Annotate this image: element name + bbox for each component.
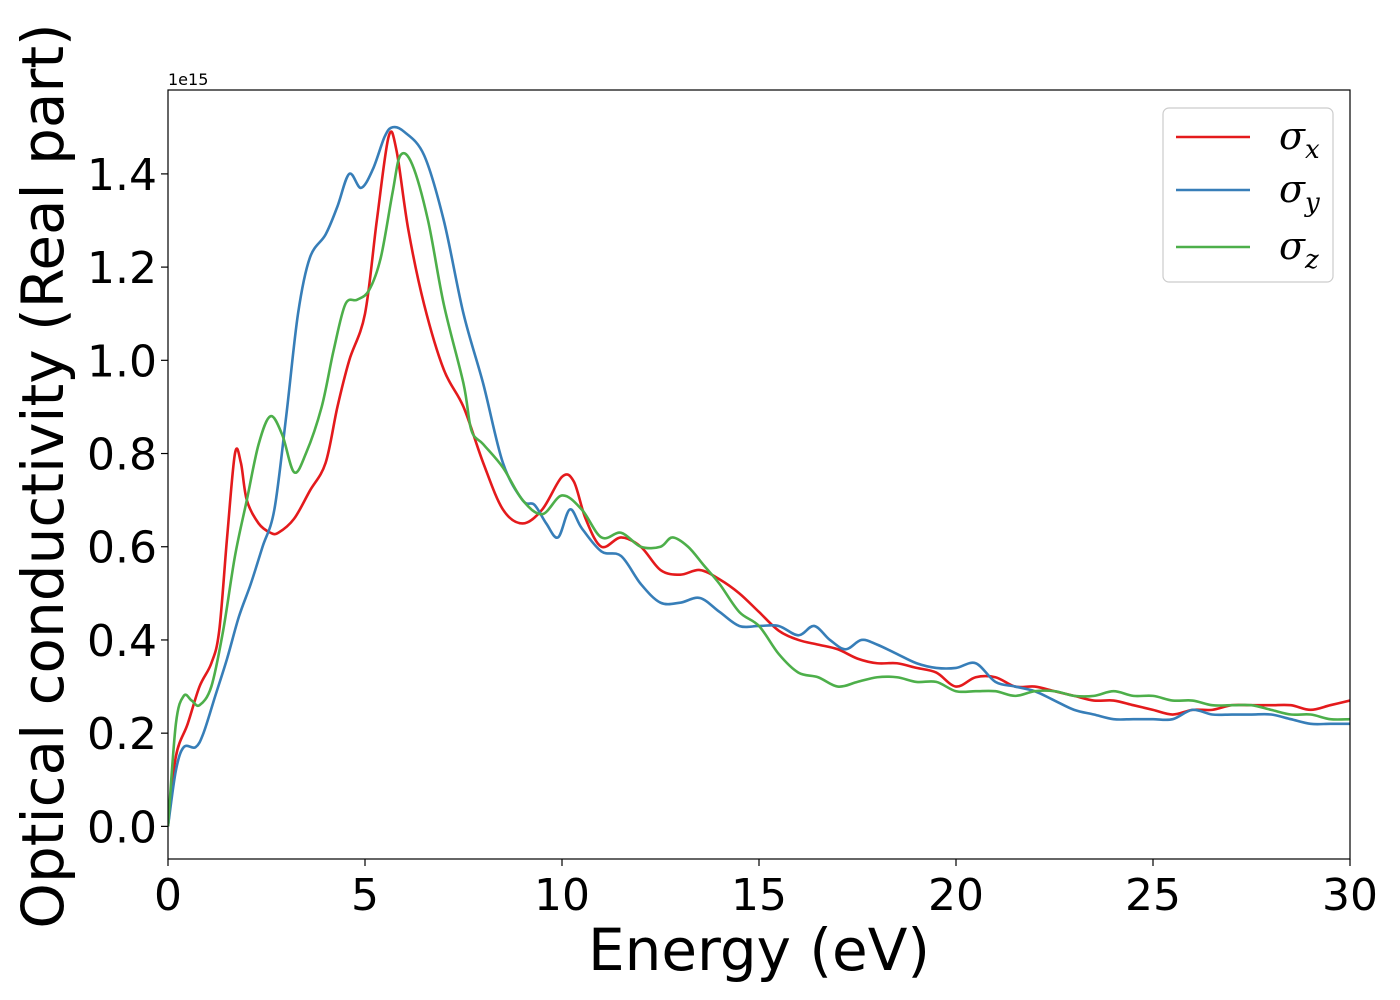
- y-axis-label: Optical conductivity (Real part): [9, 23, 77, 928]
- legend-label-y: σy: [1279, 167, 1320, 218]
- x-tick-label: 5: [351, 870, 379, 921]
- legend-box: [1162, 107, 1334, 283]
- y-tick-label: 1.0: [87, 336, 157, 387]
- legend-label-base: σ: [1279, 224, 1306, 268]
- series-line-y: [168, 125, 1350, 827]
- legend-label-subscript: z: [1304, 245, 1319, 275]
- legend-label-base: σ: [1279, 114, 1306, 158]
- series-line-z: [168, 151, 1350, 827]
- legend-label-base: σ: [1279, 167, 1306, 211]
- x-tick-label: 20: [928, 870, 984, 921]
- legend-label-x: σx: [1279, 114, 1320, 165]
- x-tick-label: 30: [1322, 870, 1378, 921]
- y-tick-label: 0.0: [87, 802, 157, 853]
- y-tick-label: 0.8: [87, 430, 157, 481]
- y-tick-label: 0.4: [87, 616, 157, 667]
- y-tick-label: 1.2: [87, 243, 157, 294]
- y-tick-label: 0.2: [87, 709, 157, 760]
- y-offset-label: 1e15: [168, 70, 208, 89]
- series-lines: [168, 125, 1350, 827]
- y-tick-label: 0.6: [87, 523, 157, 574]
- legend-label-subscript: y: [1304, 188, 1320, 218]
- legend-label-z: σz: [1279, 224, 1319, 275]
- legend-label-subscript: x: [1305, 135, 1320, 165]
- x-tick-label: 25: [1125, 870, 1181, 921]
- x-axis-ticks: 0 5 10 15 20 25 30: [154, 859, 1378, 921]
- y-axis-ticks: 0.0 0.2 0.4 0.6 0.8 1.0 1.2 1.4: [87, 150, 168, 853]
- y-tick-label: 1.4: [87, 150, 157, 201]
- x-tick-label: 0: [154, 870, 182, 921]
- x-tick-label: 15: [731, 870, 787, 921]
- x-axis-label: Energy (eV): [588, 916, 930, 984]
- x-tick-label: 10: [534, 870, 590, 921]
